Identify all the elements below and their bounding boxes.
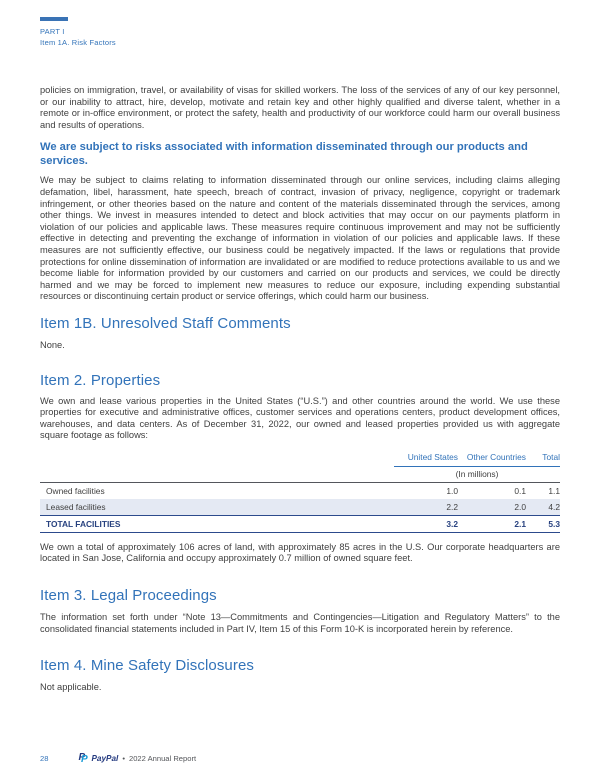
owned-other-value: 0.1 xyxy=(514,485,526,496)
properties-square-footage-table: United States Other Countries Total (In … xyxy=(40,448,560,533)
row-label: Leased facilities xyxy=(40,498,394,516)
item-2-title: Item 2. Properties xyxy=(40,371,161,389)
item-4-body: Not applicable. xyxy=(40,682,102,693)
header-part-label: PART I xyxy=(40,27,65,36)
item-2-after-table: We own a total of approximately 106 acre… xyxy=(40,541,560,564)
units-note: (In millions) xyxy=(394,466,560,483)
paragraph-risk-factors-continued: policies on immigration, travel, or avai… xyxy=(40,85,560,130)
column-header-total: Total xyxy=(526,448,560,467)
row-label: Owned facilities xyxy=(46,485,105,496)
footer-report-title: 2022 Annual Report xyxy=(128,754,197,763)
leased-other-value: 2.0 xyxy=(458,498,526,516)
item-1b-title: Item 1B. Unresolved Staff Comments xyxy=(40,314,291,332)
units-spacer xyxy=(40,466,394,483)
table-units-row: (In millions) xyxy=(40,466,560,483)
table-row-leased-facilities: Leased facilities 2.2 2.0 4.2 xyxy=(40,498,560,516)
owned-us-value: 1.0 xyxy=(446,485,458,496)
item-1b-body: None. xyxy=(40,339,65,350)
column-header-other-countries: Other Countries xyxy=(458,448,526,467)
table-row-total-facilities: TOTAL FACILITIES 3.2 2.1 5.3 xyxy=(40,514,560,533)
total-us-value: 3.2 xyxy=(394,514,458,533)
item-3-body: The information set forth under “Note 13… xyxy=(40,612,560,634)
leased-us-value: 2.2 xyxy=(394,498,458,516)
column-header-united-states: United States xyxy=(394,448,458,467)
item-4-title: Item 4. Mine Safety Disclosures xyxy=(40,657,255,675)
item-3-title: Item 3. Legal Proceedings xyxy=(40,587,217,605)
paypal-logo-icon xyxy=(78,753,88,764)
table-row-owned-facilities: Owned facilities 1.0 0.1 1.1 xyxy=(40,482,560,499)
footer-separator: • xyxy=(122,754,125,763)
table-header-row: United States Other Countries Total xyxy=(40,448,560,467)
owned-total-value: 1.1 xyxy=(548,485,560,496)
row-label: TOTAL FACILITIES xyxy=(40,514,394,533)
total-other-value: 2.1 xyxy=(458,514,526,533)
page-footer: 28 PayPal • 2022 Annual Report xyxy=(40,753,196,764)
page-number: 28 xyxy=(40,754,49,763)
header-section-label: Item 1A. Risk Factors xyxy=(40,38,116,47)
total-total-value: 5.3 xyxy=(526,514,560,533)
running-header: PART I Item 1A. Risk Factors xyxy=(40,17,560,47)
header-accent-bar xyxy=(40,17,68,21)
paypal-wordmark: PayPal xyxy=(91,754,119,763)
table-header-spacer xyxy=(40,449,394,467)
leased-total-value: 4.2 xyxy=(526,498,560,516)
paragraph-information-dissemination: We may be subject to claims relating to … xyxy=(40,175,560,302)
risk-subheading: We are subject to risks associated with … xyxy=(40,141,528,168)
item-2-intro: We own and lease various properties in t… xyxy=(40,395,560,441)
